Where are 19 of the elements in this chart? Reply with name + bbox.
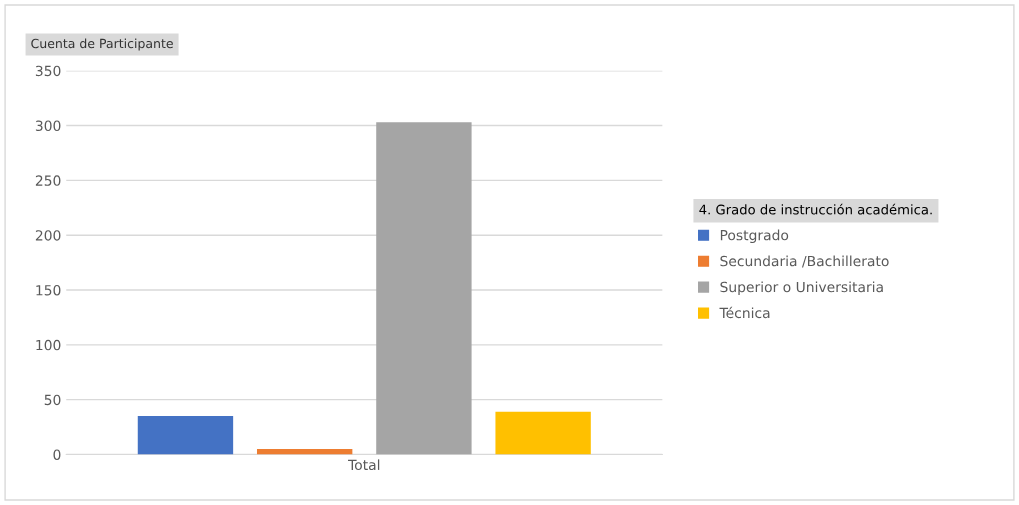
y-tick-label: 100 [36, 339, 61, 351]
legend-label: Superior o Universitaria [720, 281, 883, 295]
y-tick-label: 250 [35, 175, 61, 186]
y-tick-label: 150 [36, 284, 61, 296]
y-tick-label: 200 [35, 230, 61, 241]
y-tick-label: 350 [35, 65, 61, 77]
y-tick-label: 300 [35, 120, 61, 131]
y-tick-label: 0 [53, 449, 61, 460]
y-axis-title: Cuenta de Participante [31, 38, 173, 51]
x-tick-label: Total [348, 459, 380, 471]
legend-title: 4. Grado de instrucción académica. [699, 203, 932, 215]
bar [137, 416, 234, 455]
legend-label: Postgrado [720, 229, 789, 244]
bar [376, 122, 472, 455]
bar [256, 449, 353, 455]
legend-label: Secundaria /Bachillerato [720, 255, 889, 268]
legend-label: Técnica [719, 306, 770, 319]
y-tick-label: 50 [44, 394, 61, 406]
bar [495, 411, 591, 455]
